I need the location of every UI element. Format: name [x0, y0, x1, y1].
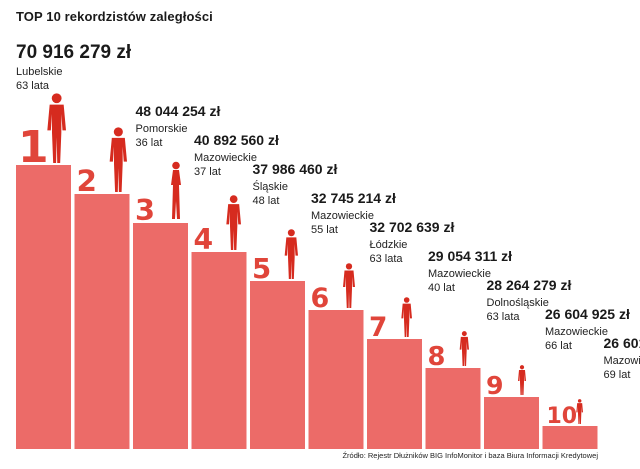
rank-label-9: 9	[486, 371, 504, 400]
region-label-2: Pomorskie	[136, 123, 188, 135]
age-label-6: 63 lata	[370, 253, 404, 265]
person-male-icon-9	[518, 365, 526, 395]
amount-label-4: 37 986 460 zł	[253, 161, 338, 177]
bar-1	[16, 165, 71, 449]
rank-label-10: 10	[547, 404, 578, 429]
person-male-icon-7	[401, 297, 412, 337]
bar-9	[484, 397, 539, 449]
person-male-icon-5	[284, 229, 298, 279]
region-label-7: Mazowieckie	[428, 268, 491, 280]
amount-label-2: 48 044 254 zł	[136, 103, 221, 119]
amount-label-8: 28 264 279 zł	[487, 277, 572, 293]
age-label-2: 36 lat	[136, 137, 163, 149]
person-male-icon-6	[343, 263, 355, 308]
region-label-8: Dolnośląskie	[487, 297, 549, 309]
amount-label-9: 26 604 925 zł	[545, 306, 630, 322]
rank-label-1: 1	[18, 122, 49, 173]
bar-5	[250, 281, 305, 449]
amount-label-5: 32 745 214 zł	[311, 190, 396, 206]
region-label-6: Łódzkie	[370, 239, 408, 251]
person-male-icon-8	[459, 331, 469, 366]
rank-label-4: 4	[194, 223, 214, 256]
chart-title: TOP 10 rekordzistów zaległości	[16, 9, 213, 24]
bar-7	[367, 339, 422, 449]
amount-label-3: 40 892 560 zł	[194, 132, 279, 148]
region-label-5: Mazowieckie	[311, 210, 374, 222]
bar-2	[74, 194, 130, 449]
bar-6	[308, 310, 364, 449]
rank-label-3: 3	[135, 193, 155, 227]
person-male-icon-4	[226, 195, 241, 250]
amount-label-10: 26 601 980 zł	[604, 335, 640, 351]
age-label-3: 37 lat	[194, 166, 221, 178]
amount-label-1: 70 916 279 zł	[16, 42, 132, 63]
rank-label-5: 5	[252, 252, 271, 285]
rank-label-7: 7	[369, 312, 387, 343]
rank-label-2: 2	[77, 164, 97, 198]
age-label-4: 48 lat	[253, 195, 280, 207]
bar-3	[133, 223, 188, 449]
age-label-10: 69 lat	[604, 369, 631, 381]
rank-label-8: 8	[428, 342, 446, 372]
region-label-4: Śląskie	[253, 180, 288, 193]
age-label-1: 63 lata	[16, 80, 50, 92]
age-label-7: 40 lat	[428, 282, 455, 294]
region-label-1: Lubelskie	[16, 66, 62, 78]
rank-label-6: 6	[311, 283, 330, 314]
person-male-icon-1	[47, 93, 66, 163]
age-label-9: 66 lat	[545, 340, 572, 352]
amount-label-7: 29 054 311 zł	[428, 248, 512, 264]
source-note: Źródło: Rejestr Dłużników BIG InfoMonito…	[342, 451, 598, 460]
person-female-icon-3	[171, 161, 181, 219]
bar-4	[191, 252, 247, 449]
bar-10	[542, 426, 598, 449]
region-label-10: Mazowieckie	[604, 355, 640, 367]
amount-label-6: 32 702 639 zł	[370, 219, 455, 235]
region-label-3: Mazowieckie	[194, 152, 257, 164]
person-male-icon-2	[109, 127, 127, 192]
age-label-8: 63 lata	[487, 311, 521, 323]
region-label-9: Mazowieckie	[545, 326, 608, 338]
age-label-5: 55 lat	[311, 224, 338, 236]
person-male-icon-10	[576, 399, 583, 424]
bar-8	[425, 368, 481, 449]
